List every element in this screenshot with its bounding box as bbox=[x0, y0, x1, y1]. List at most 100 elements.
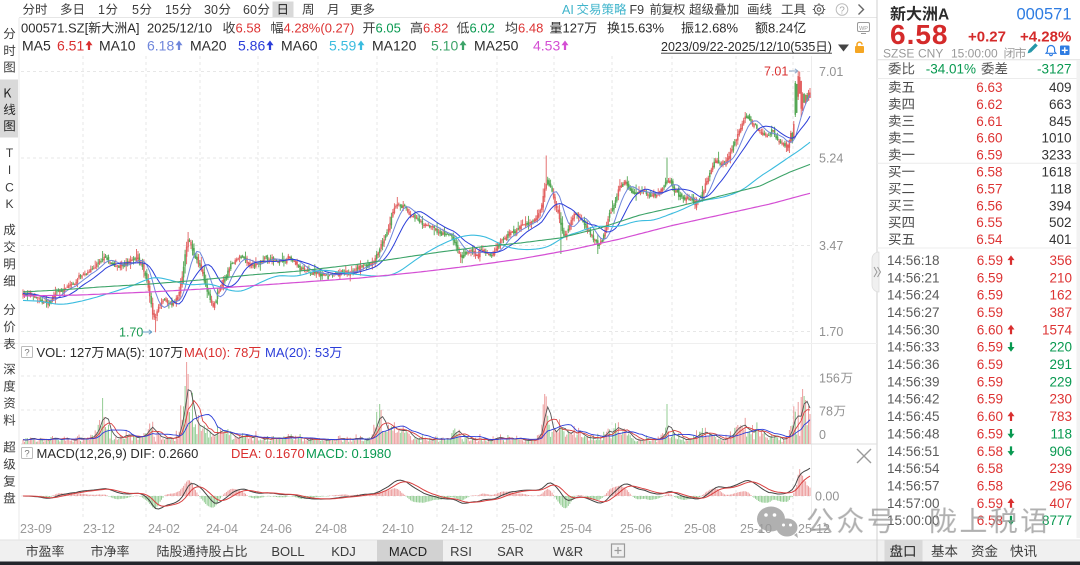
svg-text:296: 296 bbox=[1049, 478, 1072, 493]
svg-text:14:56:48: 14:56:48 bbox=[887, 426, 940, 441]
svg-text:AI: AI bbox=[562, 3, 574, 17]
svg-text:6.55: 6.55 bbox=[976, 215, 1002, 230]
svg-text:4.28%(0.27): 4.28%(0.27) bbox=[284, 21, 355, 36]
svg-text:MACD: 0.1980: MACD: 0.1980 bbox=[306, 446, 391, 461]
svg-text:14:56:57: 14:56:57 bbox=[887, 478, 940, 493]
svg-text:0.00: 0.00 bbox=[815, 489, 839, 503]
svg-text:4.53: 4.53 bbox=[533, 38, 560, 54]
svg-text:14:56:42: 14:56:42 bbox=[887, 392, 940, 407]
svg-text:6.18: 6.18 bbox=[147, 38, 174, 54]
svg-text:1010: 1010 bbox=[1041, 131, 1071, 146]
svg-text:12.68%: 12.68% bbox=[694, 21, 739, 36]
svg-text:220: 220 bbox=[1049, 340, 1072, 355]
svg-text:I: I bbox=[8, 163, 11, 177]
svg-text:24-10: 24-10 bbox=[382, 522, 414, 536]
svg-text:+0.27: +0.27 bbox=[968, 29, 1006, 46]
svg-text:156: 156 bbox=[819, 371, 840, 385]
svg-text:118: 118 bbox=[1050, 181, 1072, 196]
svg-text:6.57: 6.57 bbox=[976, 181, 1002, 196]
svg-text:845: 845 bbox=[1049, 114, 1072, 129]
svg-text:C: C bbox=[5, 181, 14, 195]
svg-text:15: 15 bbox=[165, 3, 179, 17]
svg-text:VOL: 127: VOL: 127 bbox=[37, 345, 92, 360]
svg-text:3.47: 3.47 bbox=[819, 239, 843, 253]
svg-text:5.24: 5.24 bbox=[819, 151, 843, 165]
svg-text:14:56:18: 14:56:18 bbox=[887, 253, 940, 268]
svg-text:162: 162 bbox=[1049, 288, 1072, 303]
svg-text:KDJ: KDJ bbox=[331, 544, 356, 559]
svg-text:239: 239 bbox=[1049, 461, 1072, 476]
svg-text:6.62: 6.62 bbox=[976, 97, 1002, 112]
svg-text:6.59: 6.59 bbox=[977, 270, 1003, 285]
svg-text:5.10: 5.10 bbox=[431, 38, 458, 54]
svg-text:409: 409 bbox=[1049, 80, 1072, 95]
svg-text:MA10: MA10 bbox=[99, 38, 136, 54]
svg-text:MACD: MACD bbox=[389, 544, 427, 559]
svg-text:14:56:27: 14:56:27 bbox=[887, 305, 940, 320]
svg-text:1618: 1618 bbox=[1041, 165, 1071, 180]
svg-text:906: 906 bbox=[1049, 444, 1072, 459]
svg-text:663: 663 bbox=[1049, 97, 1072, 112]
svg-text:3233: 3233 bbox=[1041, 148, 1071, 163]
svg-text:24-02: 24-02 bbox=[148, 522, 180, 536]
svg-text:1.70: 1.70 bbox=[819, 325, 843, 339]
svg-text:6.02: 6.02 bbox=[470, 21, 495, 36]
svg-text:6.59: 6.59 bbox=[977, 374, 1003, 389]
svg-text:MA(5): 107: MA(5): 107 bbox=[106, 345, 170, 360]
svg-text:23-12: 23-12 bbox=[83, 522, 115, 536]
svg-text:502: 502 bbox=[1049, 215, 1072, 230]
svg-text:230: 230 bbox=[1049, 392, 1072, 407]
svg-text:6.59: 6.59 bbox=[977, 357, 1003, 372]
svg-text:F9: F9 bbox=[630, 3, 645, 17]
svg-text:6.51: 6.51 bbox=[57, 38, 84, 54]
svg-text:15:00:00: 15:00:00 bbox=[887, 513, 940, 528]
svg-text:+4.28%: +4.28% bbox=[1020, 29, 1071, 46]
svg-text:401: 401 bbox=[1049, 232, 1072, 247]
svg-text:6.60: 6.60 bbox=[976, 131, 1002, 146]
svg-text:387: 387 bbox=[1049, 305, 1072, 320]
svg-text:6.82: 6.82 bbox=[423, 21, 448, 36]
svg-text:000571.SZ[: 000571.SZ[ bbox=[21, 21, 89, 36]
svg-text:24-04: 24-04 bbox=[206, 522, 238, 536]
svg-text:6.58: 6.58 bbox=[977, 461, 1003, 476]
svg-text:14:56:33: 14:56:33 bbox=[887, 340, 940, 355]
svg-text:14:56:21: 14:56:21 bbox=[887, 270, 940, 285]
svg-text:8.24: 8.24 bbox=[768, 21, 793, 36]
svg-text:783: 783 bbox=[1049, 409, 1072, 424]
svg-text:0: 0 bbox=[819, 428, 826, 442]
svg-text:BOLL: BOLL bbox=[271, 544, 304, 559]
svg-text:24-06: 24-06 bbox=[260, 522, 292, 536]
svg-text:8777: 8777 bbox=[1042, 513, 1072, 528]
svg-text:CNY: CNY bbox=[918, 47, 943, 61]
svg-text:14:56:51: 14:56:51 bbox=[887, 444, 940, 459]
svg-text:6.59: 6.59 bbox=[977, 426, 1003, 441]
svg-text:210: 210 bbox=[1049, 270, 1072, 285]
svg-text:6.60: 6.60 bbox=[977, 409, 1003, 424]
svg-text:DEA: 0.1670: DEA: 0.1670 bbox=[231, 446, 305, 461]
svg-text:24-08: 24-08 bbox=[315, 522, 347, 536]
svg-text:-3127: -3127 bbox=[1037, 62, 1072, 77]
svg-text:78: 78 bbox=[819, 404, 833, 418]
svg-text:1: 1 bbox=[98, 3, 105, 17]
svg-text:6.05: 6.05 bbox=[376, 21, 401, 36]
svg-text:24-12: 24-12 bbox=[441, 522, 473, 536]
svg-text:15:00:00: 15:00:00 bbox=[951, 47, 998, 61]
svg-text:25-02: 25-02 bbox=[501, 522, 533, 536]
svg-text:6.61: 6.61 bbox=[976, 114, 1002, 129]
svg-text:W&R: W&R bbox=[553, 544, 583, 559]
svg-text:SZSE: SZSE bbox=[883, 47, 914, 61]
svg-text:6.59: 6.59 bbox=[976, 148, 1002, 163]
svg-text:6.56: 6.56 bbox=[976, 198, 1002, 213]
svg-text:5: 5 bbox=[132, 3, 139, 17]
svg-text:2025/12/10: 2025/12/10 bbox=[147, 21, 212, 36]
svg-text:291: 291 bbox=[1049, 357, 1072, 372]
svg-text:127: 127 bbox=[563, 21, 585, 36]
svg-text:?: ? bbox=[24, 348, 29, 359]
svg-text:MA250: MA250 bbox=[474, 38, 519, 54]
svg-text:229: 229 bbox=[1049, 374, 1072, 389]
svg-text:6.58: 6.58 bbox=[890, 19, 949, 50]
svg-text:118: 118 bbox=[1050, 426, 1072, 441]
svg-text:?: ? bbox=[839, 5, 845, 16]
svg-text:5.59: 5.59 bbox=[329, 38, 356, 54]
svg-text:60: 60 bbox=[243, 3, 257, 17]
